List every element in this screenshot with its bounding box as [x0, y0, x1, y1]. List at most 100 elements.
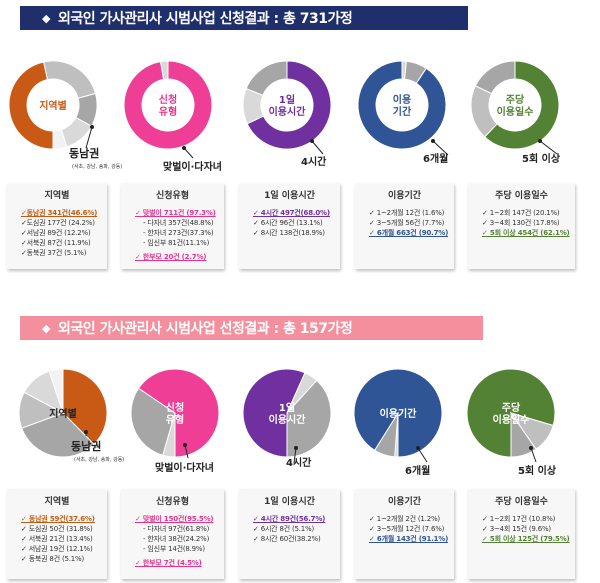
section1-title: 외국인 가사관리사 시범사업 신청결과 : 총 731가정	[57, 11, 353, 27]
summary-line: ✓동남권 341건(46.6%)	[21, 209, 98, 217]
section2-summary-box-5: 주당 이용일수 ✓ 1~2회 17건 (10.8%) ✓ 3~4회 15건 (9.6…	[468, 489, 575, 579]
section2-summary-box-1: 지역별 ✓ 동남권 59건(37.6%) ✓ 도심권 50건 (31.8%) ✓ 서북…	[7, 489, 107, 579]
diamond-bullet-icon: ◆	[42, 321, 50, 335]
section2-chart-5-center-label: 이용일수	[493, 413, 530, 426]
summary-line: ✓서남권 89건 (12.2%)	[21, 229, 91, 237]
section1-chart-2-center-label: 유형	[159, 105, 177, 118]
section1-chart-4-center-label: 기간	[393, 105, 412, 118]
summary-line: ✓ 한부모 7건 (4.5%)	[135, 559, 202, 567]
section1-summary-box-2: 신청유형 ✓ 맞벌이 711건 (97.3%) - 다자녀 357건(48.8%) -…	[121, 183, 224, 269]
summary-line: ✓ 5회 이상 125건 (79.5%)	[482, 535, 570, 543]
section1-summary-box-4: 이용기간 ✓ 1~2개월 12건 (1.6%) ✓ 3~5개월 56건 (7.7%)…	[355, 183, 454, 269]
section1-chart-1-callout: 동남권	[69, 147, 99, 160]
section1-summary-box-1: 지역별 ✓동남권 341건(46.6%) ✓도심권 177건 (24.2%) ✓서남권…	[7, 183, 107, 269]
summary-line: - 다자녀 97건(61.8%)	[143, 525, 210, 533]
summary-box-title: 지역별	[44, 191, 70, 201]
section2-summary-box-2: 신청유형 ✓ 맞벌이 150건(95.5%) - 다자녀 97건(61.8%) - 한…	[121, 489, 224, 579]
callout-dot	[84, 430, 88, 434]
section1-pie-1-slice-1	[8, 61, 54, 150]
section2-summary-box-4: 이용기간 ✓ 1~2개월 2건 (1.2%) ✓ 3~5개월 12건 (7.6%) ✓…	[355, 489, 454, 579]
section1-chart-4-callout: 6개월	[423, 152, 448, 165]
callout-leader-line	[539, 140, 558, 155]
section2-chart-2-callout: 맞벌이·다자녀	[155, 461, 214, 474]
summary-line: ✓ 4시간 497건(68.0%)	[253, 209, 330, 217]
summary-line: - 다자녀 357건(48.8%)	[143, 219, 214, 227]
section2-chart-4: 이용기간 6개월	[353, 368, 443, 477]
section2-pie-5-slice-3	[510, 411, 537, 458]
summary-line: ✓ 6시간 96건 (13.1%)	[253, 219, 323, 227]
summary-line: - 한자녀 273건(37.3%)	[143, 229, 214, 237]
section2-chart-3-center-label: 1일	[279, 401, 295, 414]
summary-line: ✓ 8시간 60건(38.2%)	[253, 535, 321, 543]
summary-line: ✓동북권 37건 (5.1%)	[21, 249, 87, 257]
donut-hole	[27, 79, 79, 131]
section2-pie-2-slice-3	[137, 368, 220, 458]
section2-pie-1-slice-2	[21, 412, 95, 458]
summary-line: - 한자녀 38건(24.2%)	[143, 535, 210, 543]
summary-box-title: 이용기간	[387, 191, 422, 201]
summary-line: ✓ 1~2회 17건 (10.8%)	[482, 515, 556, 523]
summary-line: ✓ 한부모 20건 (2.7%)	[135, 253, 207, 261]
summary-line: ✓ 6개월 663건 (90.7%)	[369, 229, 449, 237]
callout-leader-line	[417, 447, 428, 463]
callout-dot	[538, 139, 542, 143]
summary-box-title: 신청유형	[155, 191, 190, 201]
section1-chart-4: 이용기간 6개월	[357, 60, 449, 165]
section2-pie-1-slice-5	[48, 368, 64, 414]
section2-pie-3-slice-3	[286, 379, 332, 458]
callout-dot	[183, 443, 187, 447]
section1-chart-2-callout: 맞벌이·다자녀	[163, 160, 222, 173]
callout-dot	[90, 125, 94, 129]
section1-chart-1-callout-sub: (서초, 강남, 송파, 강동)	[72, 163, 122, 170]
callout-leader-line	[183, 147, 194, 159]
callout-leader-line	[311, 140, 324, 155]
summary-line: ✓ 3~4회 130건 (17.8%)	[482, 219, 560, 227]
summary-line: ✓ 4시간 89건(56.7%)	[253, 515, 326, 523]
section1-chart-3-center-label: 이용시간	[269, 105, 307, 118]
callout-leader-line	[293, 447, 297, 464]
summary-line: ✓ 서남권 19건 (12.1%)	[21, 545, 93, 553]
summary-line: ✓ 동북권 8건 (5.1%)	[21, 555, 84, 563]
summary-line: ✓ 동남권 59건(37.6%)	[21, 515, 95, 523]
section2-title-banner: ◆ 외국인 가사관리사 시범사업 선정결과 : 총 157가정	[20, 316, 483, 340]
summary-line: ✓ 3~4회 15건 (9.6%)	[482, 525, 551, 533]
summary-line: ✓도심권 177건 (24.2%)	[21, 219, 95, 227]
summary-line: ✓서북권 87건 (11.9%)	[21, 239, 91, 247]
summary-line: ✓ 5회 이상 454건 (62.1%)	[482, 229, 570, 237]
summary-line: ✓ 1~2개월 12건 (1.6%)	[369, 209, 445, 217]
section1-chart-3-callout: 4시간	[301, 155, 327, 168]
summary-box-title: 지역별	[44, 497, 70, 507]
section2-chart-1-center-label: 지역별	[49, 407, 77, 420]
summary-line: ✓ 맞벌이 150건(95.5%)	[135, 515, 214, 523]
callout-leader-line	[432, 140, 449, 156]
section2-chart-3-callout: 4시간	[286, 456, 312, 469]
diamond-bullet-icon: ◆	[42, 11, 50, 25]
callout-leader-line	[530, 447, 537, 463]
summary-box-title: 주당 이용일수	[495, 191, 548, 201]
section1-chart-5-center-label: 주당	[506, 93, 525, 106]
section1-pie-3-slice-3	[245, 60, 288, 96]
section2-chart-4-callout: 6개월	[405, 464, 430, 477]
donut-hole	[376, 79, 428, 131]
summary-line: ✓ 6시간 8건 (5.1%)	[253, 525, 315, 533]
section1-chart-4-center-label: 이용	[393, 93, 411, 106]
callout-dot	[294, 446, 298, 450]
callout-dot	[416, 446, 420, 450]
callout-dot	[310, 139, 314, 143]
donut-hole	[142, 79, 194, 131]
section1-summary-box-5: 주당 이용일수 ✓ 1~2회 147건 (20.1%) ✓ 3~4회 130건 (1…	[468, 183, 575, 269]
section2-chart-5-callout: 5회 이상	[518, 464, 557, 477]
summary-box-title: 주당 이용일수	[495, 497, 548, 507]
section2-title: 외국인 가사관리사 시범사업 선정결과 : 총 157가정	[57, 321, 353, 337]
summary-box-title: 이용기간	[387, 497, 422, 507]
section1-chart-2-center-label: 신청	[159, 93, 177, 106]
summary-line: ✓ 1~2개월 2건 (1.2%)	[369, 515, 440, 523]
summary-line: ✓ 1~2회 147건 (20.1%)	[482, 209, 560, 217]
donut-hole	[261, 79, 313, 131]
